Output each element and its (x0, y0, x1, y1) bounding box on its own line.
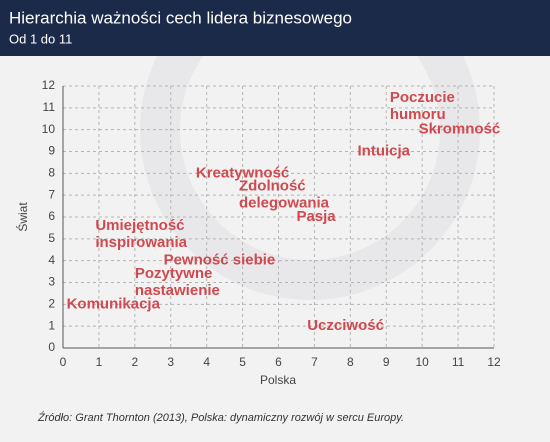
label-text: Poczucie (390, 89, 455, 106)
label-text: Umiejętność (95, 217, 184, 234)
x-tick-label: 3 (167, 355, 174, 369)
label-text: inspirowania (95, 234, 187, 251)
label-text: Intuicja (358, 142, 411, 159)
y-tick-label: 5 (48, 231, 55, 245)
source-note: Źródło: Grant Thornton (2013), Polska: d… (37, 411, 404, 424)
x-tick-label: 10 (415, 355, 429, 369)
point-label: Skromność (419, 121, 501, 138)
y-tick-label: 11 (43, 100, 56, 114)
point-label: Pewność siebie (164, 252, 276, 269)
label-text: Pozytywne (135, 265, 213, 282)
x-tick-label: 6 (275, 355, 282, 369)
x-tick-label: 2 (131, 355, 138, 369)
chart-subtitle: Od 1 do 11 (9, 31, 72, 46)
x-tick-label: 5 (239, 355, 246, 369)
x-tick-label: 0 (60, 355, 67, 369)
label-text: Kreatywność (196, 164, 289, 181)
y-tick-label: 7 (48, 187, 55, 201)
point-label: Pasja (296, 208, 336, 225)
point-label: Uczciwość (307, 317, 384, 334)
point-label: Komunikacja (67, 295, 161, 312)
label-text: Pasja (296, 208, 336, 225)
y-axis-label: Świat (15, 202, 30, 232)
label-text: Zdolność (239, 178, 306, 195)
x-tick-label: 4 (203, 355, 210, 369)
point-label: Kreatywność (196, 164, 289, 181)
y-tick-label: 8 (48, 166, 55, 180)
y-tick-label: 2 (48, 297, 55, 311)
y-tick-label: 10 (42, 122, 56, 136)
x-tick-label: 9 (383, 355, 390, 369)
x-tick-label: 12 (487, 355, 501, 369)
label-text: nastawienie (135, 282, 220, 299)
x-tick-label: 11 (452, 355, 465, 369)
label-text: Komunikacja (67, 295, 161, 312)
y-tick-label: 0 (48, 340, 55, 354)
x-tick-label: 7 (311, 355, 318, 369)
y-tick-label: 3 (48, 275, 55, 289)
y-tick-label: 4 (48, 253, 55, 267)
y-tick-label: 6 (48, 209, 55, 223)
x-tick-label: 8 (347, 355, 354, 369)
y-tick-label: 1 (48, 318, 55, 332)
x-tick-label: 1 (96, 355, 103, 369)
label-text: Skromność (419, 121, 501, 138)
label-text: Pewność siebie (164, 252, 276, 269)
y-tick-label: 9 (48, 144, 55, 158)
label-text: delegowania (239, 195, 330, 212)
label-text: Uczciwość (307, 317, 384, 334)
x-axis-label: Polska (260, 373, 296, 387)
label-text: humoru (390, 106, 446, 123)
y-tick-label: 12 (42, 78, 56, 92)
point-label: Intuicja (358, 142, 411, 159)
header (0, 0, 550, 56)
chart-title: Hierarchia ważności cech lidera biznesow… (9, 8, 352, 27)
